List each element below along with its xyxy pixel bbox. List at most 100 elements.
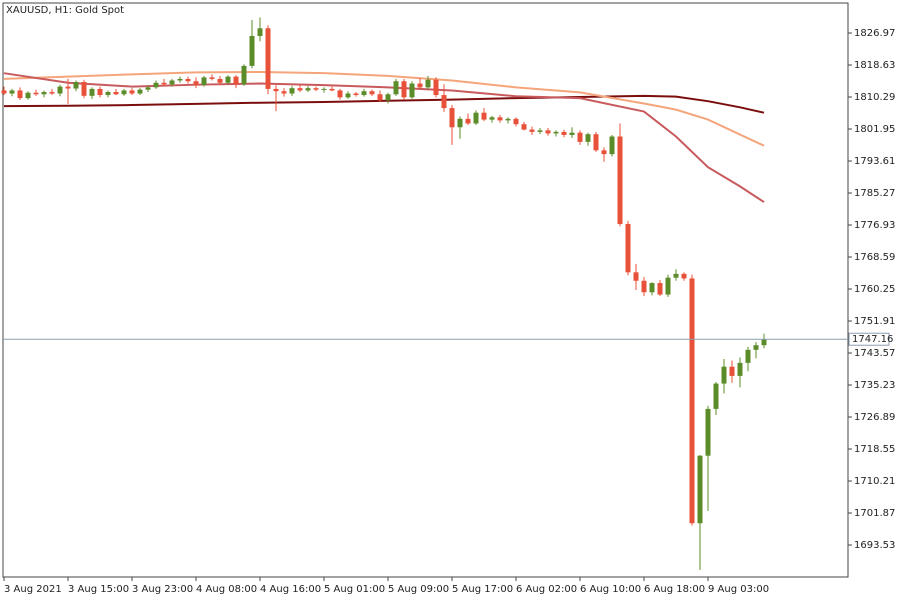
candle-body — [41, 91, 47, 95]
x-tick-label: 9 Aug 03:00 — [708, 584, 769, 595]
y-tick-label: 1793.61 — [854, 156, 895, 167]
candle-body — [593, 134, 599, 151]
candle-body — [681, 273, 687, 279]
candle-body — [713, 383, 719, 409]
candle-body — [697, 455, 703, 524]
candle-body — [409, 83, 415, 98]
chart-title: XAUUSD, H1: Gold Spot — [6, 5, 124, 16]
candle-body — [721, 366, 727, 384]
candle-body — [441, 95, 447, 109]
candle-body — [337, 90, 343, 98]
y-tick-label: 1801.95 — [854, 124, 895, 135]
y-tick-label: 1818.63 — [854, 60, 895, 71]
candle-body — [313, 88, 319, 90]
candle-body — [345, 93, 351, 98]
candle-body — [89, 88, 95, 96]
y-tick-label: 1743.57 — [854, 348, 895, 359]
candle-body — [705, 408, 711, 456]
candle-body — [417, 83, 423, 88]
y-tick-label: 1776.93 — [854, 220, 895, 231]
candle-body — [361, 91, 367, 96]
y-tick-label: 1751.91 — [854, 316, 895, 327]
candle-body — [377, 94, 383, 101]
candle-body — [529, 129, 535, 132]
x-tick-label: 6 Aug 18:00 — [644, 584, 705, 595]
candle-body — [673, 273, 679, 278]
candle-body — [449, 108, 455, 128]
candle-body — [281, 91, 287, 94]
candle-body — [641, 280, 647, 293]
moving-average — [3, 71, 765, 147]
candle-body — [57, 86, 63, 94]
candle-body — [473, 112, 479, 124]
candle-body — [121, 90, 127, 95]
candle-body — [457, 118, 463, 128]
candle-body — [153, 82, 159, 88]
y-tick-label: 1701.87 — [854, 508, 895, 519]
x-tick-label: 4 Aug 16:00 — [260, 584, 321, 595]
candle-body — [169, 80, 175, 85]
y-tick-label: 1718.55 — [854, 444, 895, 455]
candle-body — [761, 339, 767, 346]
candle-body — [521, 124, 527, 130]
candle-body — [161, 82, 167, 85]
x-tick-label: 5 Aug 09:00 — [388, 584, 449, 595]
candle-body — [97, 88, 103, 96]
candle-body — [329, 88, 335, 91]
candle-body — [193, 81, 199, 86]
candle-body — [289, 88, 295, 94]
candle-body — [241, 65, 247, 85]
x-tick-label: 3 Aug 23:00 — [132, 584, 193, 595]
candle-body — [585, 134, 591, 142]
candle-body — [489, 117, 495, 120]
candle-body — [209, 77, 215, 79]
candle-body — [481, 112, 487, 120]
candle-body — [545, 130, 551, 134]
candle-body — [129, 90, 135, 94]
plot-frame — [2, 2, 849, 578]
candle-body — [273, 88, 279, 92]
candle-body — [49, 91, 55, 94]
candle-body — [137, 89, 143, 94]
candle-body — [265, 28, 271, 89]
candle-body — [17, 90, 23, 99]
x-tick-label: 6 Aug 02:00 — [516, 584, 577, 595]
candle-body — [665, 277, 671, 295]
candle-body — [385, 94, 391, 101]
candle-body — [465, 118, 471, 124]
candle-body — [297, 88, 303, 91]
y-tick-label: 1760.25 — [854, 284, 895, 295]
candle-body — [233, 76, 239, 85]
x-tick-label: 3 Aug 15:00 — [68, 584, 129, 595]
candle-body — [537, 130, 543, 132]
candle-body — [729, 366, 735, 376]
x-tick-label: 5 Aug 17:00 — [452, 584, 513, 595]
moving-average — [3, 72, 765, 203]
current-price-label: 1747.16 — [852, 334, 893, 345]
candle-body — [633, 272, 639, 281]
y-tick-label: 1693.53 — [854, 540, 895, 551]
candle-body — [689, 278, 695, 524]
candle-body — [649, 283, 655, 293]
x-tick-label: 5 Aug 01:00 — [324, 584, 385, 595]
candle-body — [257, 28, 263, 36]
x-tick-label: 4 Aug 08:00 — [196, 584, 257, 595]
candle-body — [737, 362, 743, 376]
candle-body — [145, 87, 151, 90]
candle-body — [185, 78, 191, 82]
y-tick-label: 1826.97 — [854, 28, 895, 39]
candle-body — [561, 131, 567, 135]
candle-body — [305, 88, 311, 91]
candle-body — [353, 93, 359, 96]
candle-body — [81, 82, 87, 96]
current-price-box — [848, 332, 890, 346]
candle-body — [105, 91, 111, 96]
candle-body — [513, 118, 519, 125]
candle-body — [9, 90, 15, 94]
candle-body — [65, 86, 71, 89]
candle-body — [177, 78, 183, 81]
candle-body — [1, 90, 7, 94]
y-tick-label: 1735.23 — [854, 380, 895, 391]
y-tick-label: 1768.59 — [854, 252, 895, 263]
